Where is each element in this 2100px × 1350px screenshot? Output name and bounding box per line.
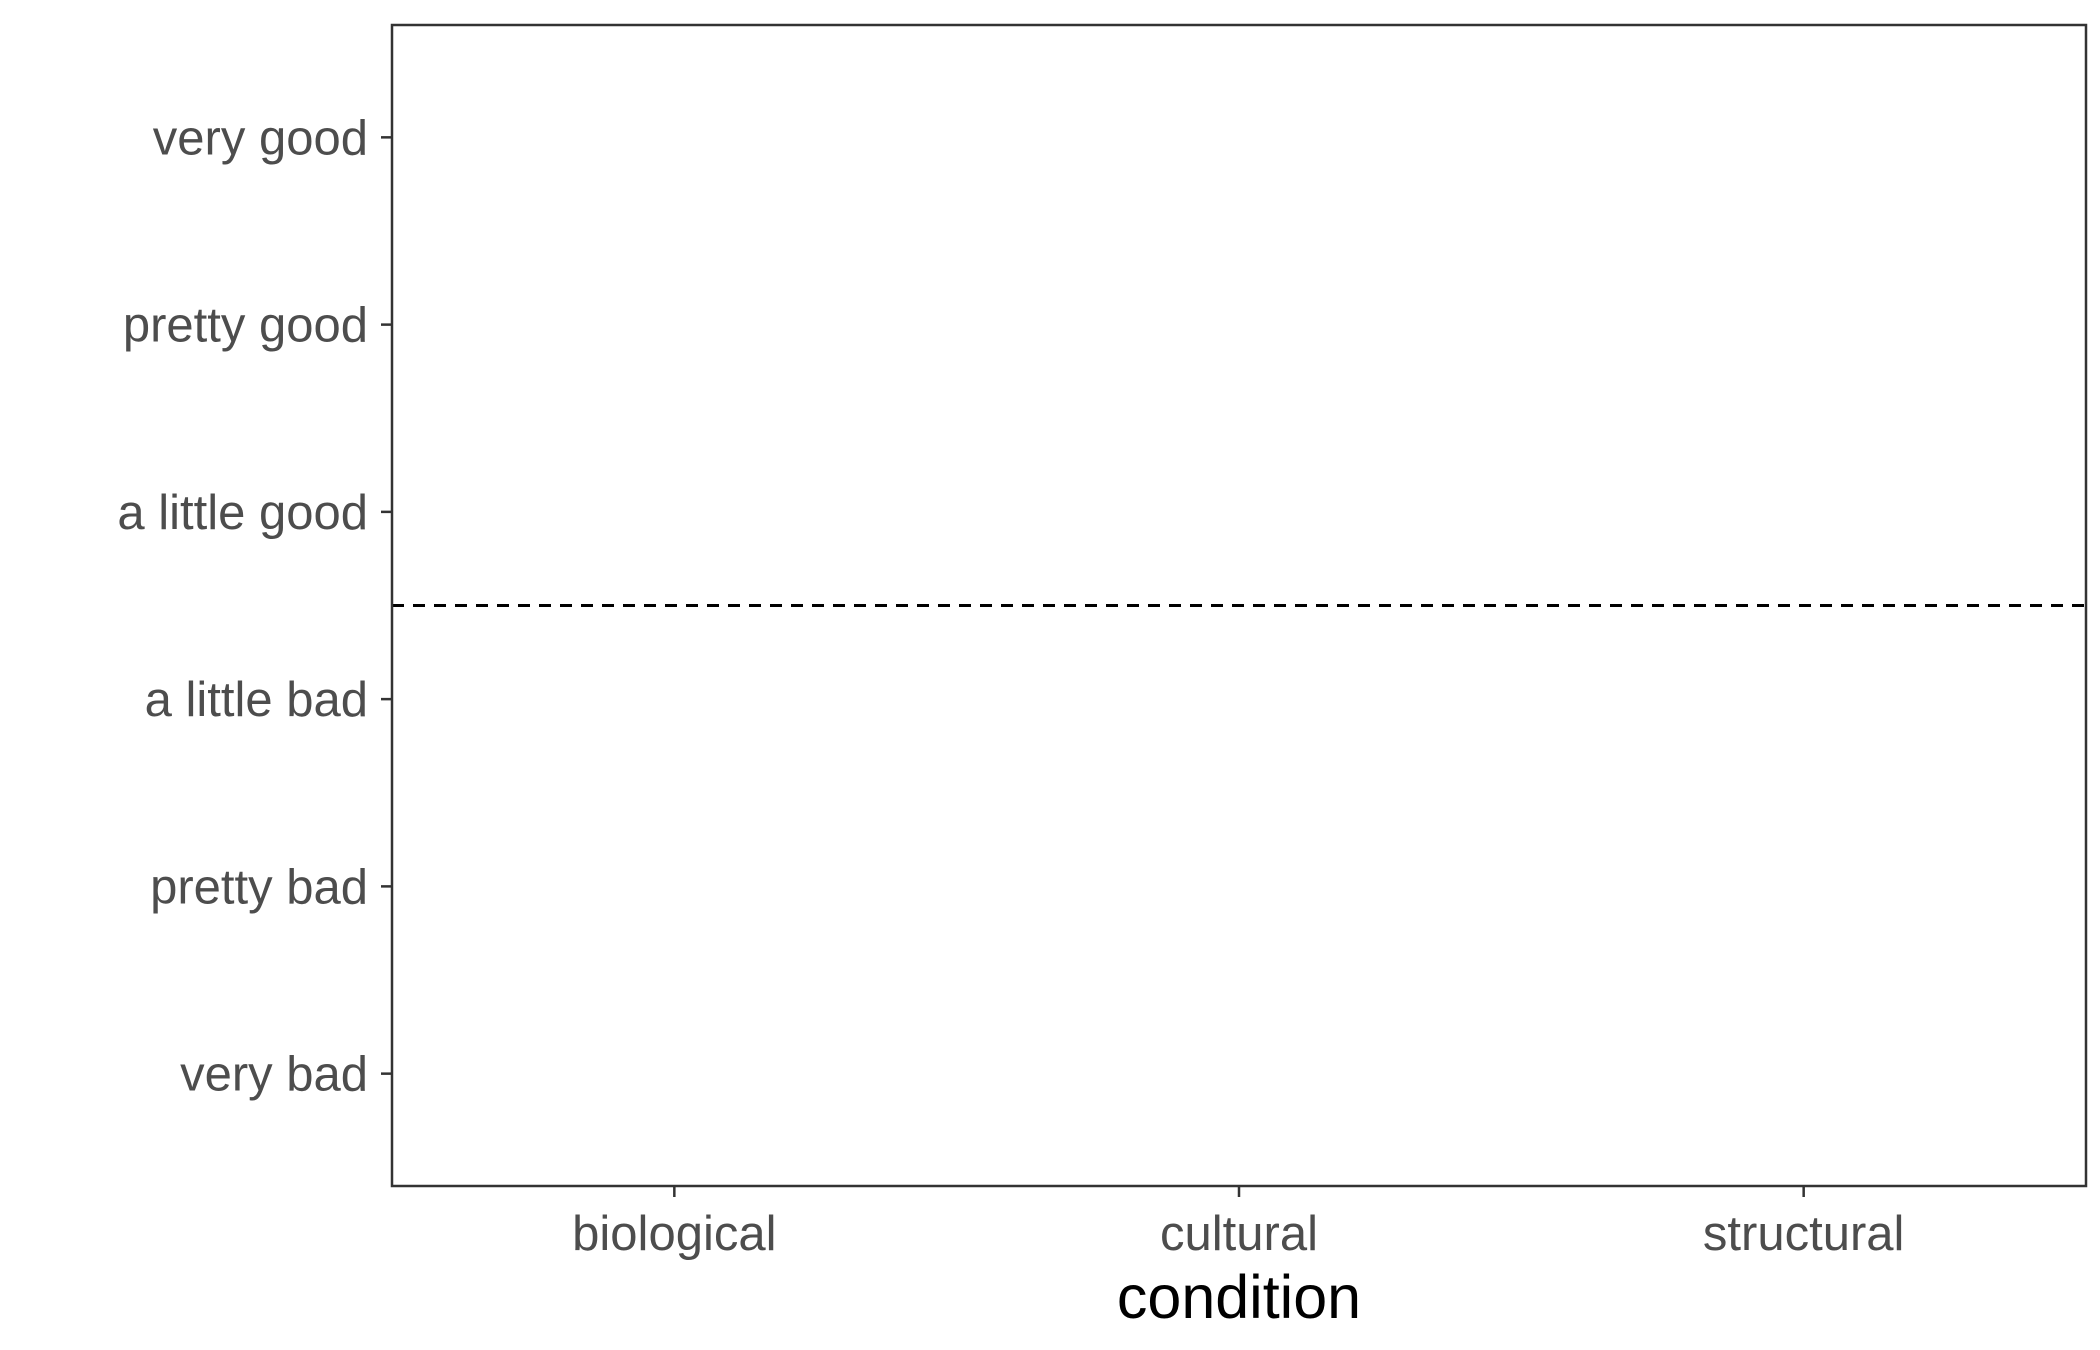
y-axis: very bad pretty bad a little bad a little g… [117, 111, 392, 1102]
x-tick-label-2: structural [1703, 1207, 1905, 1261]
y-tick-label-0: very bad [180, 1048, 368, 1102]
plot-panel-border [390, 23, 2088, 1188]
y-tick-label-1: pretty bad [150, 860, 368, 914]
y-tick-label-3: a little good [117, 486, 368, 540]
y-tick-label-4: pretty good [123, 299, 368, 353]
y-tick-label-5: very good [153, 111, 368, 165]
x-axis-title: condition [1117, 1263, 1361, 1331]
y-tick-label-2: a little bad [145, 673, 368, 727]
x-axis: biological cultural structural [572, 1186, 1904, 1261]
x-tick-label-1: cultural [1160, 1207, 1318, 1261]
x-tick-label-0: biological [572, 1207, 776, 1261]
